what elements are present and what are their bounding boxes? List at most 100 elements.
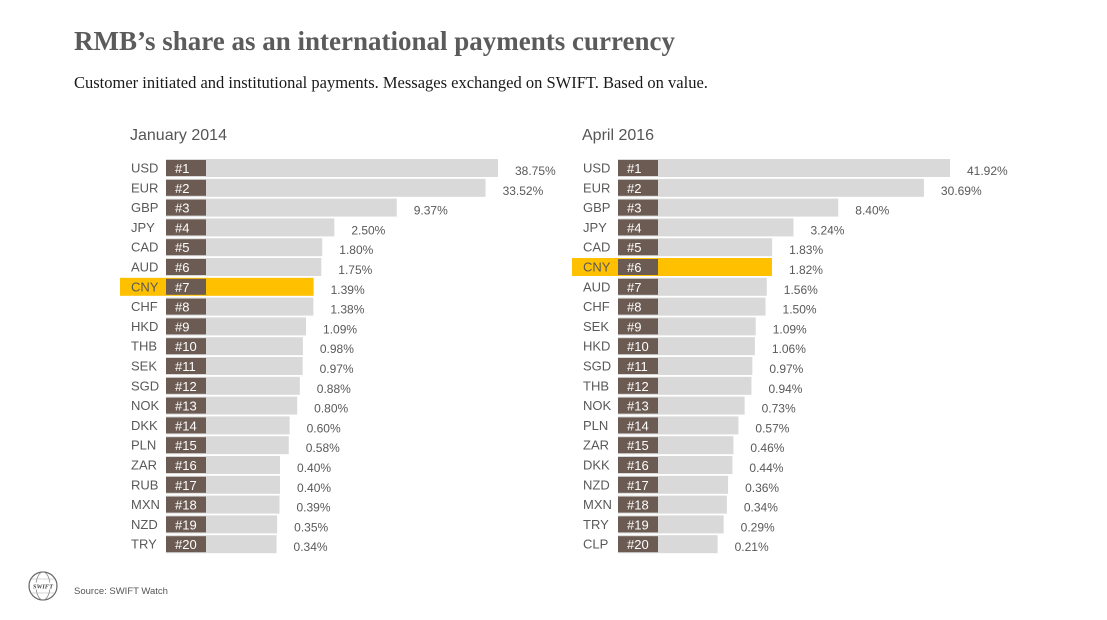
value-label: 0.34% [294, 540, 328, 554]
rank-label: #5 [627, 240, 641, 255]
value-label: 1.38% [330, 303, 364, 317]
highlight-label-bg [120, 277, 166, 296]
value-label: 8.40% [855, 204, 889, 218]
rank-box [166, 179, 206, 196]
value-label: 1.83% [789, 243, 823, 257]
value-label: 30.69% [941, 184, 982, 198]
category-label: PLN [131, 438, 156, 453]
rank-box [166, 239, 206, 256]
category-label: SEK [583, 319, 609, 334]
bar-gbp [618, 198, 839, 217]
category-label: EUR [131, 180, 158, 195]
value-label: 0.21% [735, 540, 769, 554]
rank-box [618, 536, 658, 553]
rank-label: #19 [175, 517, 197, 532]
rank-box [166, 476, 206, 493]
rank-label: #15 [175, 438, 197, 453]
value-label: 0.29% [741, 520, 775, 534]
value-label: 2.50% [351, 223, 385, 237]
rank-label: #17 [175, 478, 197, 493]
rank-label: #4 [175, 220, 189, 235]
rank-label: #7 [627, 280, 641, 295]
rank-label: #6 [627, 260, 641, 275]
rank-box [618, 338, 658, 355]
value-label: 0.60% [307, 421, 341, 435]
rank-box [166, 259, 206, 275]
category-label: JPY [583, 220, 607, 235]
page-title: RMB’s share as an international payments… [74, 26, 675, 56]
rank-label: #4 [627, 220, 641, 235]
rank-label: #18 [627, 498, 649, 513]
rank-label: #14 [627, 418, 649, 433]
category-label: NOK [583, 398, 612, 413]
category-label: USD [131, 161, 158, 176]
rank-label: #16 [627, 458, 649, 473]
value-label: 0.88% [317, 382, 351, 396]
value-label: 0.34% [744, 501, 778, 515]
rank-box [618, 476, 658, 493]
category-label: CAD [131, 240, 158, 255]
rank-box [166, 437, 206, 454]
source-note: Source: SWIFT Watch [74, 586, 168, 597]
category-label: NOK [131, 398, 160, 413]
chart-title: January 2014 [130, 127, 227, 144]
category-label: HKD [583, 339, 610, 354]
category-label: AUD [131, 260, 158, 275]
rank-box [166, 377, 206, 394]
value-label: 0.98% [320, 342, 354, 356]
rank-box [618, 496, 658, 513]
value-label: 38.75% [515, 164, 556, 178]
category-label: GBP [131, 200, 158, 215]
rank-label: #10 [175, 339, 197, 354]
rank-box [166, 397, 206, 414]
category-label: USD [583, 161, 610, 176]
value-label: 0.39% [296, 501, 330, 515]
rank-box [618, 377, 658, 394]
rank-label: #10 [627, 339, 649, 354]
chart-panel-january-2014: January 2014 USD #1 38.75% EUR #2 33.52% GBP #3… [110, 124, 570, 564]
bar-jpy [618, 218, 794, 237]
rank-box [166, 417, 206, 434]
rank-box [618, 516, 658, 533]
bar-chart: USD #1 41.92% EUR #2 30.69% GBP #3 8.40% JPY #4 3.2… [572, 159, 1008, 554]
rank-box [166, 160, 206, 176]
value-label: 1.56% [784, 283, 818, 297]
value-label: 1.75% [338, 263, 372, 277]
value-label: 1.09% [773, 322, 807, 336]
category-label: HKD [131, 319, 158, 334]
chart-panel-april-2016: April 2016 USD #1 41.92% EUR #2 30.69% GBP #3 8.… [562, 124, 1022, 564]
rank-label: #11 [627, 359, 648, 374]
category-label: SEK [131, 359, 157, 374]
value-label: 0.58% [306, 441, 340, 455]
rank-label: #2 [175, 181, 189, 196]
category-label: GBP [583, 200, 610, 215]
rank-box [618, 239, 658, 256]
category-label: CNY [131, 279, 159, 294]
category-label: SGD [583, 359, 611, 374]
rank-label: #7 [175, 280, 189, 295]
value-label: 3.24% [810, 223, 844, 237]
value-label: 0.46% [750, 441, 784, 455]
category-label: CNY [583, 260, 611, 275]
bar-gbp [166, 198, 397, 217]
rank-label: #12 [175, 379, 197, 394]
value-label: 0.94% [768, 382, 802, 396]
rank-box [166, 318, 206, 335]
category-label: NZD [131, 517, 158, 532]
value-label: 0.40% [297, 461, 331, 475]
rank-label: #8 [175, 300, 189, 315]
category-label: RUB [131, 477, 158, 492]
rank-label: #2 [627, 181, 641, 196]
rank-box [166, 298, 206, 315]
highlight-label-bg [572, 258, 618, 276]
rank-label: #14 [175, 418, 197, 433]
rank-label: #5 [175, 240, 189, 255]
value-label: 0.44% [749, 461, 783, 475]
category-label: CHF [131, 299, 158, 314]
category-label: JPY [131, 220, 155, 235]
value-label: 0.36% [745, 481, 779, 495]
category-label: DKK [583, 458, 610, 473]
category-label: TRY [583, 517, 609, 532]
rank-label: #20 [627, 537, 649, 552]
value-label: 41.92% [967, 164, 1008, 178]
